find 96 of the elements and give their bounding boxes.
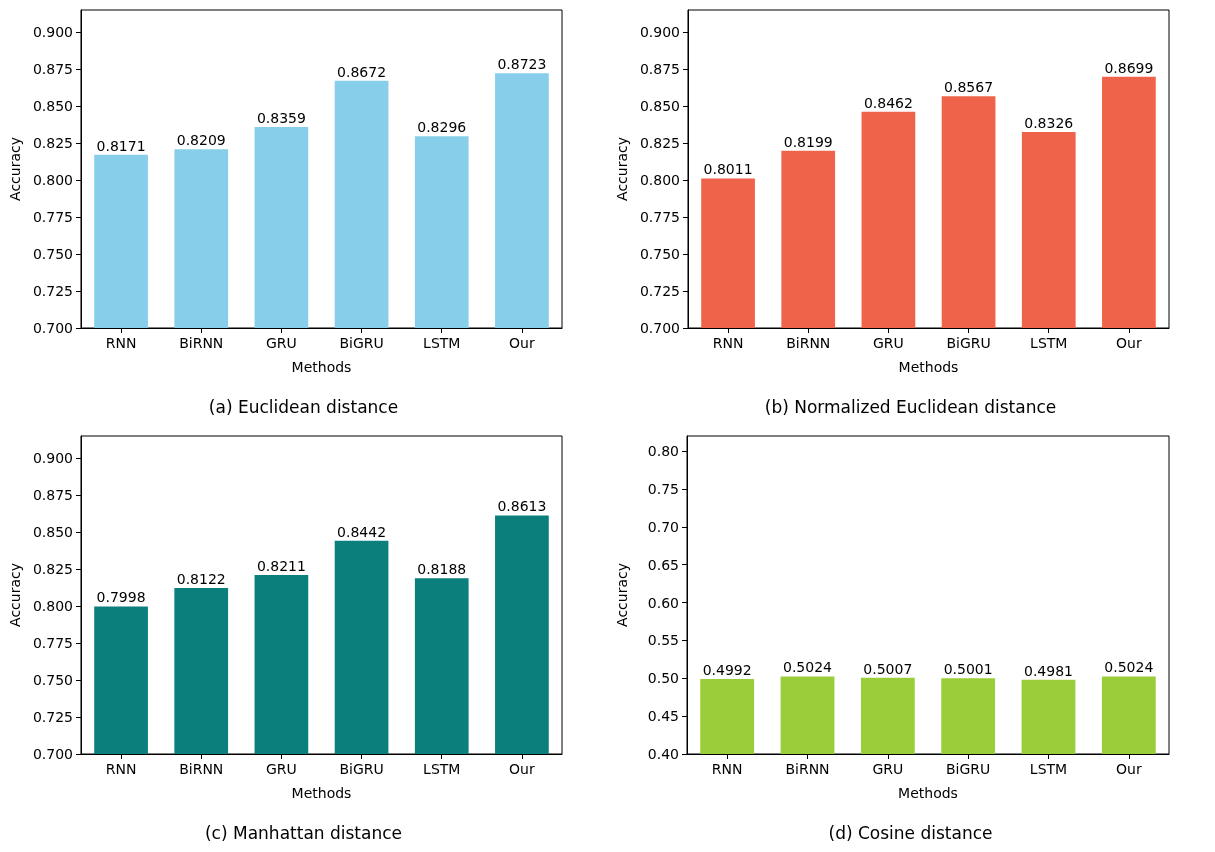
y-tick-label: 0.750 xyxy=(32,246,73,263)
y-tick-label: 0.850 xyxy=(639,98,680,115)
x-tick-label: Our xyxy=(1116,335,1142,351)
data-label: 0.4992 xyxy=(702,661,752,678)
data-label: 0.5001 xyxy=(943,661,993,678)
data-label: 0.8672 xyxy=(337,63,387,80)
x-tick-label: BiGRU xyxy=(339,335,384,351)
x-axis-title: Methods xyxy=(898,785,958,801)
y-tick-label: 0.50 xyxy=(647,670,679,687)
data-label: 0.7998 xyxy=(96,589,146,606)
y-tick-label: 0.70 xyxy=(647,518,679,535)
y-tick-label: 0.725 xyxy=(32,709,73,726)
data-label: 0.8326 xyxy=(1024,114,1074,131)
text: (d) Cosine distance xyxy=(828,822,993,843)
y-tick-label: 0.875 xyxy=(32,61,73,78)
x-tick-label: RNN xyxy=(105,761,137,777)
x-tick-label: BiRNN xyxy=(786,335,831,351)
data-label: 0.8442 xyxy=(337,523,387,540)
x-tick-label: LSTM xyxy=(1029,761,1068,777)
x-tick-label: Our xyxy=(509,761,535,777)
x-tick-label: Our xyxy=(1116,761,1142,777)
data-label: 0.8296 xyxy=(417,119,467,136)
y-tick-label: 0.725 xyxy=(32,283,73,300)
y-tick-label: 0.65 xyxy=(647,556,679,573)
data-label: 0.8567 xyxy=(944,79,994,96)
y-tick-label: 0.775 xyxy=(32,209,73,226)
y-tick-label: 0.750 xyxy=(32,672,73,689)
y-axis-title: Accuracy xyxy=(614,563,630,627)
y-tick-label: 0.75 xyxy=(647,481,679,497)
data-label: 0.5007 xyxy=(863,660,913,677)
x-tick-label: LSTM xyxy=(1030,335,1068,351)
data-label: 0.8211 xyxy=(256,557,306,574)
y-tick-label: 0.900 xyxy=(639,24,680,41)
x-tick-label: GRU xyxy=(872,335,904,351)
text: (c) Manhattan distance xyxy=(204,822,403,843)
data-label: 0.8359 xyxy=(256,109,306,126)
y-axis-title: Accuracy xyxy=(7,137,23,201)
y-tick-label: 0.850 xyxy=(32,524,73,541)
data-label: 0.8462 xyxy=(863,94,913,111)
y-axis-title: Accuracy xyxy=(7,563,23,627)
x-tick-label: BiGRU xyxy=(946,761,991,777)
data-label: 0.8171 xyxy=(96,137,146,154)
y-tick-label: 0.775 xyxy=(639,209,680,226)
y-tick-label: 0.800 xyxy=(639,172,680,189)
data-label: 0.8199 xyxy=(783,133,833,150)
data-label: 0.5024 xyxy=(1104,659,1154,676)
data-label: 0.8723 xyxy=(497,56,547,73)
y-tick-label: 0.45 xyxy=(647,708,679,725)
y-tick-label: 0.725 xyxy=(639,283,680,300)
text: (a) Euclidean distance xyxy=(208,396,399,417)
x-tick-label: BiRNN xyxy=(179,761,224,777)
x-tick-label: RNN xyxy=(712,335,744,351)
y-tick-label: 0.800 xyxy=(32,172,73,189)
x-tick-label: Our xyxy=(509,335,535,351)
text: (b) Normalized Euclidean distance xyxy=(764,396,1057,417)
y-tick-label: 0.40 xyxy=(647,746,679,762)
y-tick-label: 0.875 xyxy=(639,61,680,78)
data-label: 0.8188 xyxy=(417,561,467,578)
x-tick-label: LSTM xyxy=(423,761,461,777)
y-tick-label: 0.900 xyxy=(32,450,73,467)
x-tick-label: BiRNN xyxy=(785,761,830,777)
y-tick-label: 0.700 xyxy=(32,320,73,336)
y-tick-label: 0.850 xyxy=(32,98,73,115)
x-tick-label: LSTM xyxy=(423,335,461,351)
x-tick-label: GRU xyxy=(265,761,297,777)
data-label: 0.8699 xyxy=(1104,59,1154,76)
y-tick-label: 0.700 xyxy=(639,320,680,336)
y-tick-label: 0.60 xyxy=(647,594,679,611)
x-tick-label: BiRNN xyxy=(179,335,224,351)
y-tick-label: 0.700 xyxy=(32,746,73,762)
y-tick-label: 0.825 xyxy=(32,561,73,578)
data-label: 0.8122 xyxy=(176,571,226,588)
x-tick-label: BiGRU xyxy=(946,335,991,351)
data-label: 0.5024 xyxy=(783,659,833,676)
y-tick-label: 0.825 xyxy=(639,135,680,152)
y-tick-label: 0.80 xyxy=(647,443,679,460)
data-label: 0.8209 xyxy=(176,132,226,149)
x-tick-label: BiGRU xyxy=(339,761,384,777)
x-tick-label: RNN xyxy=(105,335,137,351)
data-label: 0.4981 xyxy=(1024,662,1073,679)
y-tick-label: 0.800 xyxy=(32,598,73,615)
x-tick-label: GRU xyxy=(872,761,904,777)
y-tick-label: 0.55 xyxy=(647,632,679,649)
x-axis-title: Methods xyxy=(898,359,959,375)
y-axis-title: Accuracy xyxy=(614,137,630,201)
x-tick-label: RNN xyxy=(711,761,743,777)
data-label: 0.8011 xyxy=(703,161,753,178)
y-tick-label: 0.775 xyxy=(32,635,73,652)
x-tick-label: GRU xyxy=(265,335,297,351)
x-axis-title: Methods xyxy=(291,785,352,801)
y-tick-label: 0.875 xyxy=(32,487,73,504)
data-label: 0.8613 xyxy=(497,498,547,515)
x-axis-title: Methods xyxy=(291,359,352,375)
y-tick-label: 0.825 xyxy=(32,135,73,152)
y-tick-label: 0.900 xyxy=(32,24,73,41)
y-tick-label: 0.750 xyxy=(639,246,680,263)
